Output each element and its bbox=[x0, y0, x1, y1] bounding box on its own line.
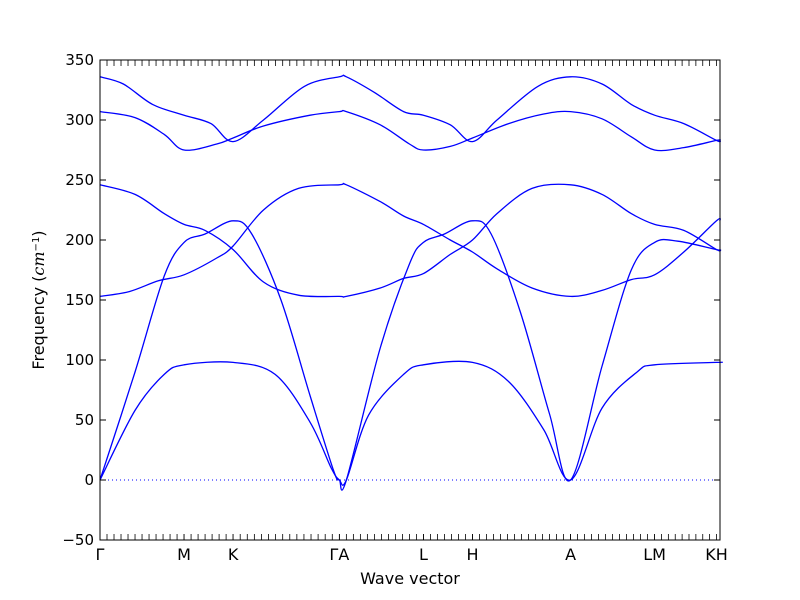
y-tick-label: 150 bbox=[65, 291, 94, 309]
y-tick-label: 300 bbox=[65, 111, 94, 129]
y-axis-label: Frequency (cm−1) bbox=[29, 230, 48, 369]
x-tick-label: A bbox=[565, 545, 576, 564]
plot-frame bbox=[99, 59, 721, 541]
x-tick-label: H bbox=[466, 545, 478, 564]
y-axis-label-exponent: −1 bbox=[31, 237, 42, 252]
y-tick-label: 50 bbox=[75, 411, 94, 429]
x-tick-label: M bbox=[177, 545, 191, 564]
phonon-branch-2 bbox=[99, 220, 722, 491]
x-ticks: Γ M K ΓA L H A LM KH bbox=[96, 60, 728, 564]
x-tick-label: LM bbox=[643, 545, 666, 564]
y-ticks: −50 0 50 100 150 200 250 300 350 bbox=[62, 51, 720, 549]
y-tick-label: −50 bbox=[62, 531, 94, 549]
phonon-branch-3 bbox=[99, 182, 721, 298]
x-tick-label: L bbox=[419, 545, 428, 564]
x-tick-label: ΓA bbox=[329, 545, 349, 564]
phonon-branch-4 bbox=[99, 183, 721, 298]
phonon-branch-5 bbox=[99, 109, 721, 152]
x-axis-label: Wave vector bbox=[360, 569, 460, 588]
y-tick-label: 0 bbox=[84, 471, 94, 489]
x-tick-label: Γ bbox=[96, 545, 105, 564]
y-tick-label: 350 bbox=[65, 51, 94, 69]
y-tick-label: 250 bbox=[65, 171, 94, 189]
y-tick-label: 200 bbox=[65, 231, 94, 249]
x-tick-label: KH bbox=[705, 545, 728, 564]
phonon-branch-1 bbox=[99, 360, 723, 486]
y-axis-label-suffix: ) bbox=[29, 230, 48, 236]
y-axis-label-unit: cm bbox=[29, 251, 48, 275]
x-tick-label: K bbox=[228, 545, 239, 564]
phonon-curves bbox=[99, 74, 723, 491]
phonon-branch-6 bbox=[99, 74, 721, 143]
y-tick-label: 100 bbox=[65, 351, 94, 369]
y-axis-label-prefix: Frequency ( bbox=[29, 276, 48, 370]
